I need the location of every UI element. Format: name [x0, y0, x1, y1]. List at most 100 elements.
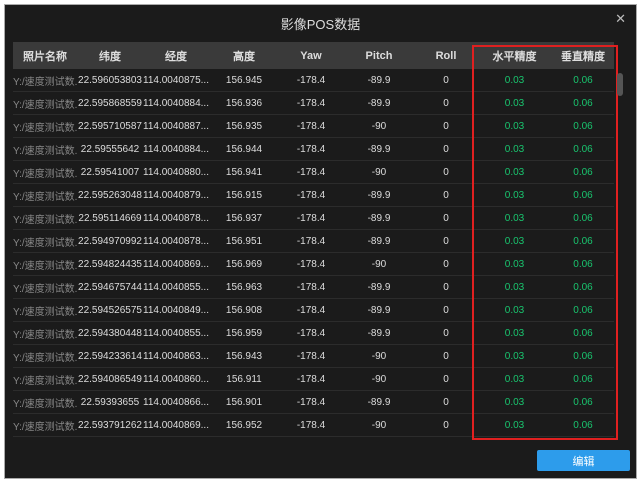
table-cell: Y:/速度测试数...: [13, 145, 77, 157]
table-cell: 114.0040860...: [143, 373, 209, 385]
table-cell: -178.4: [296, 281, 326, 293]
table-header: 照片名称 纬度 经度 高度 Yaw Pitch Roll 水平精度 垂直精度: [13, 42, 614, 69]
column-header[interactable]: 垂直精度: [561, 50, 605, 63]
table-cell: 0.06: [573, 281, 593, 293]
table-row[interactable]: Y:/速度测试数... 22.596053803 114.0040875... 156…: [13, 69, 614, 92]
table-cell: Y:/速度测试数...: [13, 237, 77, 249]
column-header[interactable]: Yaw: [300, 49, 322, 62]
table-cell: 114.0040880...: [143, 166, 209, 178]
table-cell: -178.4: [296, 396, 326, 408]
table-cell: 0.03: [504, 281, 525, 293]
table-cell: 0.06: [573, 166, 593, 178]
table-row[interactable]: Y:/速度测试数... 22.594824435 114.0040869... 156…: [13, 253, 614, 276]
table-body: Y:/速度测试数... 22.596053803 114.0040875... 156…: [13, 69, 614, 437]
table-cell: -90: [371, 258, 387, 270]
table-cell: 114.0040849...: [143, 304, 209, 316]
table-cell: 156.959: [225, 327, 263, 339]
table-cell: -178.4: [296, 120, 326, 132]
table-cell: 22.594233614: [78, 350, 142, 362]
table-cell: 0.03: [504, 120, 525, 132]
table-cell: -178.4: [296, 350, 326, 362]
table-row[interactable]: Y:/速度测试数... 22.594675744 114.0040855... 156…: [13, 276, 614, 299]
edit-button[interactable]: 编辑: [537, 450, 630, 471]
column-header[interactable]: Pitch: [365, 49, 393, 62]
table-cell: -89.9: [367, 396, 391, 408]
table-cell: -178.4: [296, 212, 326, 224]
table-row[interactable]: Y:/速度测试数... 22.595868559 114.0040884... 156…: [13, 92, 614, 115]
column-header[interactable]: 纬度: [99, 50, 121, 63]
table-cell: 0: [443, 97, 449, 109]
table-cell: 0: [443, 373, 449, 385]
table-cell: 156.945: [225, 74, 263, 86]
table-cell: 114.0040884...: [143, 143, 209, 155]
table-row[interactable]: Y:/速度测试数... 22.59555642 114.0040884... 156.…: [13, 138, 614, 161]
table-row[interactable]: Y:/速度测试数... 22.595114669 114.0040878... 156…: [13, 207, 614, 230]
table-cell: 0: [443, 281, 449, 293]
table-cell: -90: [371, 419, 387, 431]
table-cell: 0.06: [573, 258, 593, 270]
table-cell: 156.951: [225, 235, 263, 247]
table-row[interactable]: Y:/速度测试数... 22.594086549 114.0040860... 156…: [13, 368, 614, 391]
table-row[interactable]: Y:/速度测试数... 22.59541007 114.0040880... 156.…: [13, 161, 614, 184]
table-cell: 156.952: [225, 419, 263, 431]
table-cell: -178.4: [296, 189, 326, 201]
table-cell: 0.03: [504, 373, 525, 385]
table-row[interactable]: Y:/速度测试数... 22.593791262 114.0040869... 156…: [13, 414, 614, 437]
close-icon[interactable]: ✕: [615, 11, 626, 26]
column-header[interactable]: 照片名称: [23, 50, 67, 63]
table-cell: 22.59555642: [80, 143, 140, 155]
table-cell: 0.06: [573, 373, 593, 385]
column-header[interactable]: 经度: [165, 50, 187, 63]
table-cell: 0.06: [573, 327, 593, 339]
table-cell: 0.06: [573, 74, 593, 86]
table-cell: -89.9: [367, 212, 391, 224]
table-cell: -89.9: [367, 304, 391, 316]
table-cell: Y:/速度测试数...: [13, 260, 77, 272]
column-header[interactable]: 水平精度: [492, 50, 537, 63]
table-cell: -90: [371, 350, 387, 362]
table-cell: 114.0040875...: [143, 74, 209, 86]
table-cell: 22.59393655: [80, 396, 140, 408]
table-row[interactable]: Y:/速度测试数... 22.595710587 114.0040887... 156…: [13, 115, 614, 138]
table-cell: 114.0040869...: [143, 258, 209, 270]
table-row[interactable]: Y:/速度测试数... 22.594380448 114.0040855... 156…: [13, 322, 614, 345]
table-row[interactable]: Y:/速度测试数... 22.594970992 114.0040878... 156…: [13, 230, 614, 253]
table-cell: 0: [443, 212, 449, 224]
scrollbar[interactable]: [617, 73, 623, 96]
table-cell: -90: [371, 120, 387, 132]
table-cell: 114.0040878...: [143, 235, 209, 247]
table-cell: 156.941: [225, 166, 263, 178]
table-row[interactable]: Y:/速度测试数... 22.595263048 114.0040879... 156…: [13, 184, 614, 207]
table-cell: 156.915: [225, 189, 263, 201]
table-cell: 0.06: [573, 396, 593, 408]
table-cell: 156.969: [225, 258, 263, 270]
table-cell: 156.943: [225, 350, 263, 362]
table-cell: 0.03: [504, 143, 525, 155]
table-cell: Y:/速度测试数...: [13, 122, 77, 134]
table-cell: -90: [371, 373, 387, 385]
table-cell: Y:/速度测试数...: [13, 283, 77, 295]
table-row[interactable]: Y:/速度测试数... 22.59393655 114.0040866... 156.…: [13, 391, 614, 414]
table-cell: 0.03: [504, 419, 525, 431]
column-header[interactable]: Roll: [435, 49, 457, 62]
table-cell: Y:/速度测试数...: [13, 375, 77, 387]
table-cell: 22.595868559: [78, 97, 142, 109]
table-cell: -89.9: [367, 97, 391, 109]
table-cell: 0.03: [504, 304, 525, 316]
table-cell: 0.03: [504, 189, 525, 201]
table-cell: -90: [371, 166, 387, 178]
table-cell: 0.03: [504, 74, 525, 86]
table-cell: 0: [443, 350, 449, 362]
table-row[interactable]: Y:/速度测试数... 22.594526575 114.0040849... 156…: [13, 299, 614, 322]
table-row[interactable]: Y:/速度测试数... 22.594233614 114.0040863... 156…: [13, 345, 614, 368]
column-header[interactable]: 高度: [233, 50, 255, 63]
table-cell: 0.03: [504, 166, 525, 178]
table-cell: 0.06: [573, 189, 593, 201]
table-cell: 114.0040887...: [143, 120, 209, 132]
table-cell: -178.4: [296, 235, 326, 247]
table-cell: 22.594970992: [78, 235, 142, 247]
table-cell: 0.06: [573, 304, 593, 316]
table-cell: -89.9: [367, 143, 391, 155]
table-cell: Y:/速度测试数...: [13, 191, 77, 203]
table-cell: 22.595710587: [78, 120, 142, 132]
